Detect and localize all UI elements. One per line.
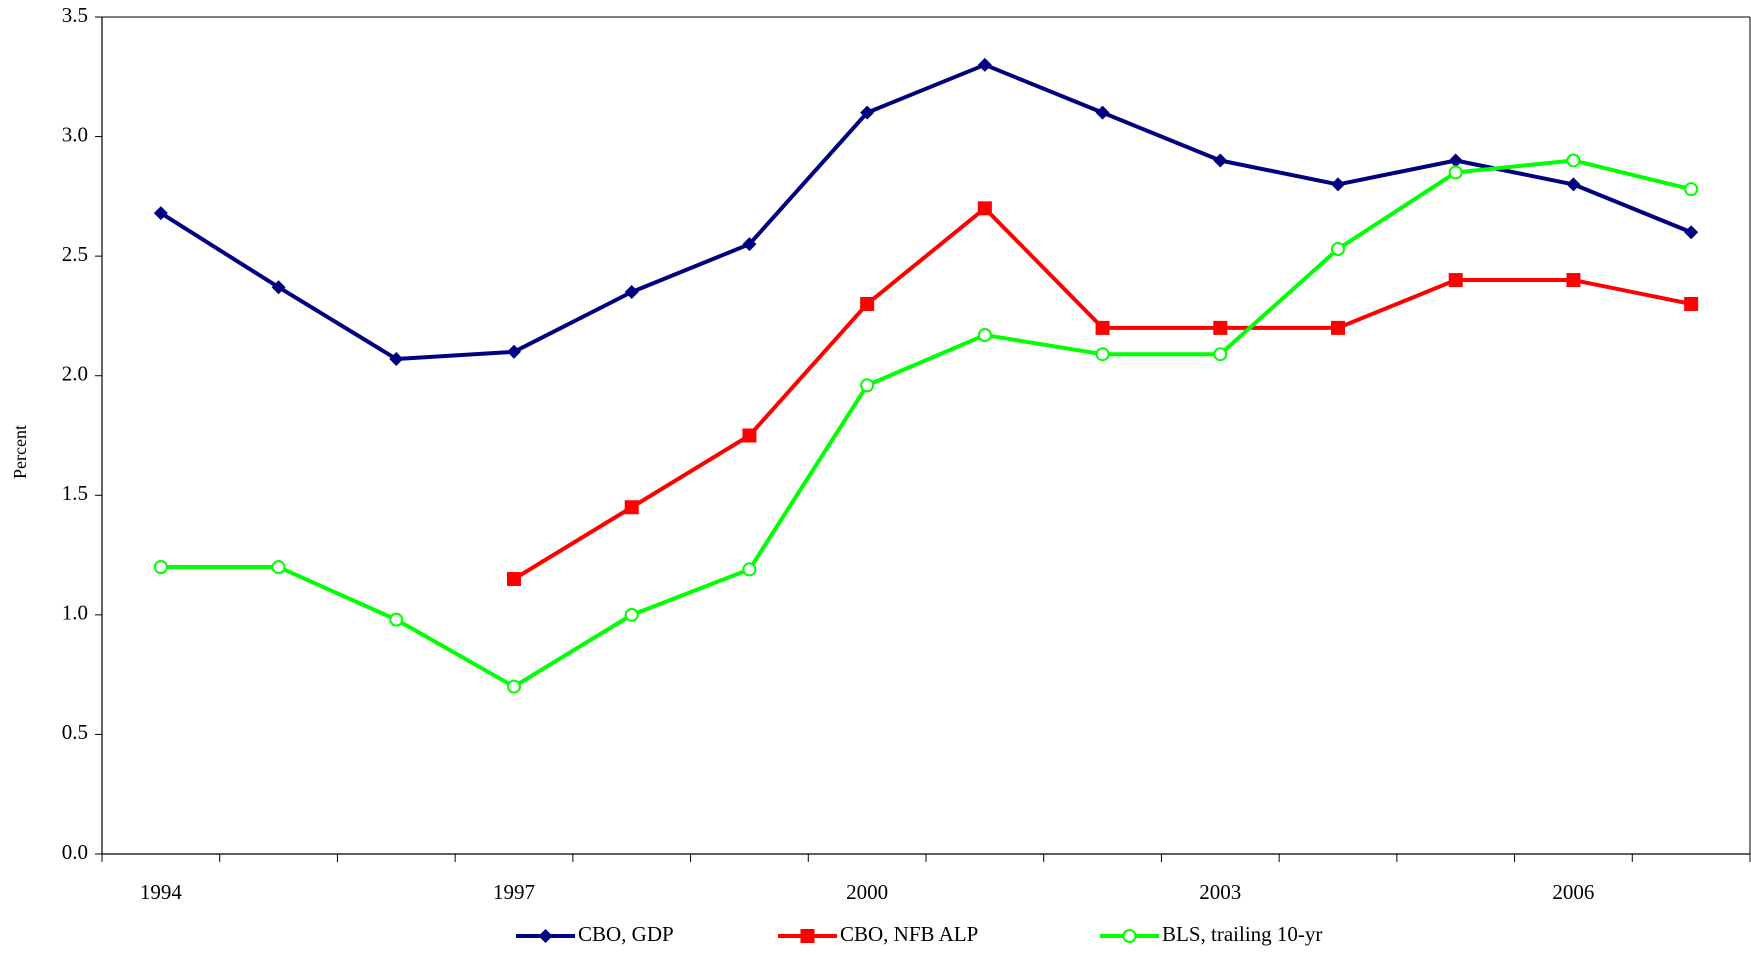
data-point (1331, 241, 1345, 256)
data-point (1095, 105, 1110, 120)
data-point (1213, 153, 1228, 168)
data-point (1448, 273, 1463, 288)
data-point (977, 57, 992, 72)
y-tick-label: 3.0 (62, 122, 88, 146)
data-point (271, 280, 286, 295)
data-point (1331, 177, 1345, 192)
data-point (624, 607, 639, 622)
x-tick-label: 1994 (140, 880, 183, 904)
data-point (1448, 153, 1463, 168)
data-point (1331, 320, 1345, 335)
series-line (512, 206, 1692, 581)
legend-marker (800, 929, 815, 943)
y-tick-label: 0.5 (62, 720, 88, 744)
data-point (1684, 182, 1699, 197)
y-tick-label: 0.0 (62, 840, 88, 864)
data-point (860, 296, 875, 311)
legend-marker (1122, 929, 1137, 943)
x-tick-label: 2000 (846, 880, 888, 904)
data-point (507, 679, 521, 694)
data-point (271, 560, 286, 575)
data-point (1566, 177, 1581, 192)
data-point (153, 560, 168, 575)
data-point (1448, 165, 1463, 180)
y-tick-label: 3.5 (62, 3, 88, 27)
data-point (389, 351, 404, 366)
data-point (624, 500, 639, 515)
data-point (860, 105, 875, 120)
y-axis-label: Percent (10, 425, 30, 479)
series-line (160, 158, 1692, 689)
data-point (1566, 273, 1581, 288)
x-tick-label: 2003 (1199, 880, 1241, 904)
data-point (507, 344, 521, 359)
data-point (1566, 153, 1581, 168)
data-point (624, 285, 639, 300)
data-point (1684, 296, 1699, 311)
data-point (742, 562, 757, 577)
data-point (1684, 225, 1699, 240)
data-point (742, 237, 757, 252)
data-point (1095, 320, 1110, 335)
legend-label: CBO, NFB ALP (840, 922, 978, 946)
y-tick-label: 1.0 (62, 601, 88, 625)
data-point (1213, 347, 1228, 362)
data-point (153, 206, 168, 221)
data-point (389, 612, 404, 627)
legend-label: CBO, GDP (578, 922, 674, 946)
legend-label: BLS, trailing 10-yr (1162, 922, 1322, 946)
y-tick-label: 2.5 (62, 242, 88, 266)
legend-marker (538, 929, 553, 943)
x-tick-label: 1997 (493, 880, 535, 904)
series-line (159, 62, 1692, 361)
data-point (1095, 347, 1110, 362)
data-point (507, 571, 521, 586)
x-tick-label: 2006 (1552, 880, 1594, 904)
data-point (1213, 320, 1228, 335)
data-point (977, 328, 992, 343)
y-tick-label: 1.5 (62, 481, 88, 505)
data-point (860, 378, 875, 393)
data-point (977, 201, 992, 216)
data-point (742, 428, 757, 443)
y-tick-label: 2.0 (62, 362, 88, 386)
